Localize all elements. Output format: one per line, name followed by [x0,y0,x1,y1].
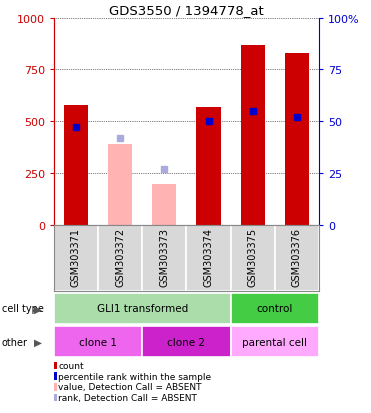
Bar [231,225,275,291]
Bar [275,225,319,291]
Text: GSM303371: GSM303371 [71,227,81,286]
Text: clone 1: clone 1 [79,337,117,347]
Text: clone 2: clone 2 [167,337,206,347]
Text: GSM303373: GSM303373 [159,227,169,286]
Text: GSM303376: GSM303376 [292,227,302,286]
Text: ▶: ▶ [34,304,42,314]
Bar [152,185,177,225]
Bar [240,45,265,225]
Text: ▶: ▶ [34,337,42,347]
Text: cell type: cell type [2,304,44,314]
Bar [54,293,231,324]
Bar [285,54,309,225]
Text: value, Detection Call = ABSENT: value, Detection Call = ABSENT [58,382,201,392]
Bar [98,225,142,291]
Bar [186,225,231,291]
Text: GSM303374: GSM303374 [204,227,214,286]
Bar [108,145,132,225]
Bar [196,107,221,225]
Bar [231,293,319,324]
Text: percentile rank within the sample: percentile rank within the sample [58,372,211,381]
Text: parental cell: parental cell [242,337,307,347]
Text: GSM303372: GSM303372 [115,227,125,286]
Bar [64,105,88,225]
Bar [54,326,142,357]
Text: control: control [257,304,293,314]
Text: GSM303375: GSM303375 [248,227,258,286]
Text: GLI1 transformed: GLI1 transformed [96,304,188,314]
Bar [54,225,98,291]
Bar [231,326,319,357]
Title: GDS3550 / 1394778_at: GDS3550 / 1394778_at [109,5,264,17]
Text: count: count [58,361,84,370]
Bar [142,225,186,291]
Text: rank, Detection Call = ABSENT: rank, Detection Call = ABSENT [58,393,197,402]
Bar [142,326,231,357]
Text: other: other [2,337,28,347]
